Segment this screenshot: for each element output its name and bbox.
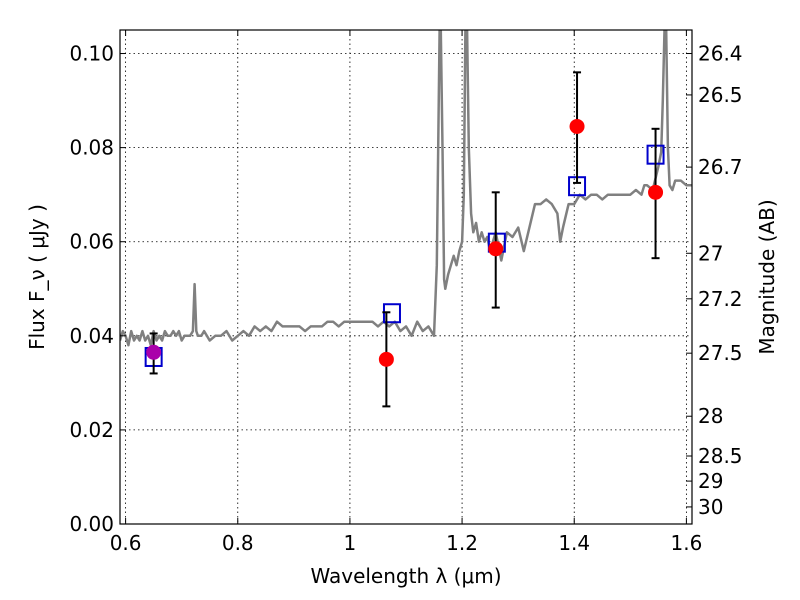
y-tick-label: 0.08 [69, 136, 114, 160]
right-tick-label: 28 [698, 404, 723, 428]
observed-point [488, 241, 504, 257]
grid [120, 30, 692, 525]
right-tick-label: 27 [698, 241, 723, 265]
x-tick-label: 0.8 [222, 531, 254, 555]
observed-point [378, 351, 394, 367]
right-tick-label: 27.5 [698, 341, 743, 365]
plot-data [120, 30, 692, 408]
observed-point [569, 118, 585, 134]
right-tick-label: 26.7 [698, 155, 743, 179]
spectrum-line [120, 30, 692, 347]
x-axis-label: Wavelength λ (μm) [310, 564, 501, 588]
y-tick-label: 0.00 [69, 512, 114, 536]
x-tick-label: 1.4 [558, 531, 590, 555]
y-axis-label: Flux F_ν ( μJy ) [25, 204, 49, 350]
right-tick-label: 26.4 [698, 42, 743, 66]
right-tick-label: 30 [698, 495, 723, 519]
right-axis-label: Magnitude (AB) [755, 199, 779, 354]
y-tick-label: 0.04 [69, 324, 114, 348]
axes: 0.6 0.8 1 1.2 1.4 1.6 0.00 0.02 0.04 0.06 0.08 0.10… [69, 30, 743, 555]
right-tick-label: 29 [698, 469, 723, 493]
right-tick-label: 28.5 [698, 444, 743, 468]
right-tick-label: 26.5 [698, 83, 743, 107]
x-tick-label: 1 [344, 531, 357, 555]
x-tick-label: 1.2 [446, 531, 478, 555]
right-tick-label: 27.2 [698, 287, 743, 311]
y-tick-label: 0.10 [69, 42, 114, 66]
y-tick-label: 0.06 [69, 230, 114, 254]
x-tick-label: 1.6 [670, 531, 702, 555]
x-tick-label: 0.6 [110, 531, 142, 555]
y-tick-label: 0.02 [69, 418, 114, 442]
observed-point [146, 344, 162, 360]
plot-frame [119, 29, 693, 525]
observed-point [648, 184, 664, 200]
